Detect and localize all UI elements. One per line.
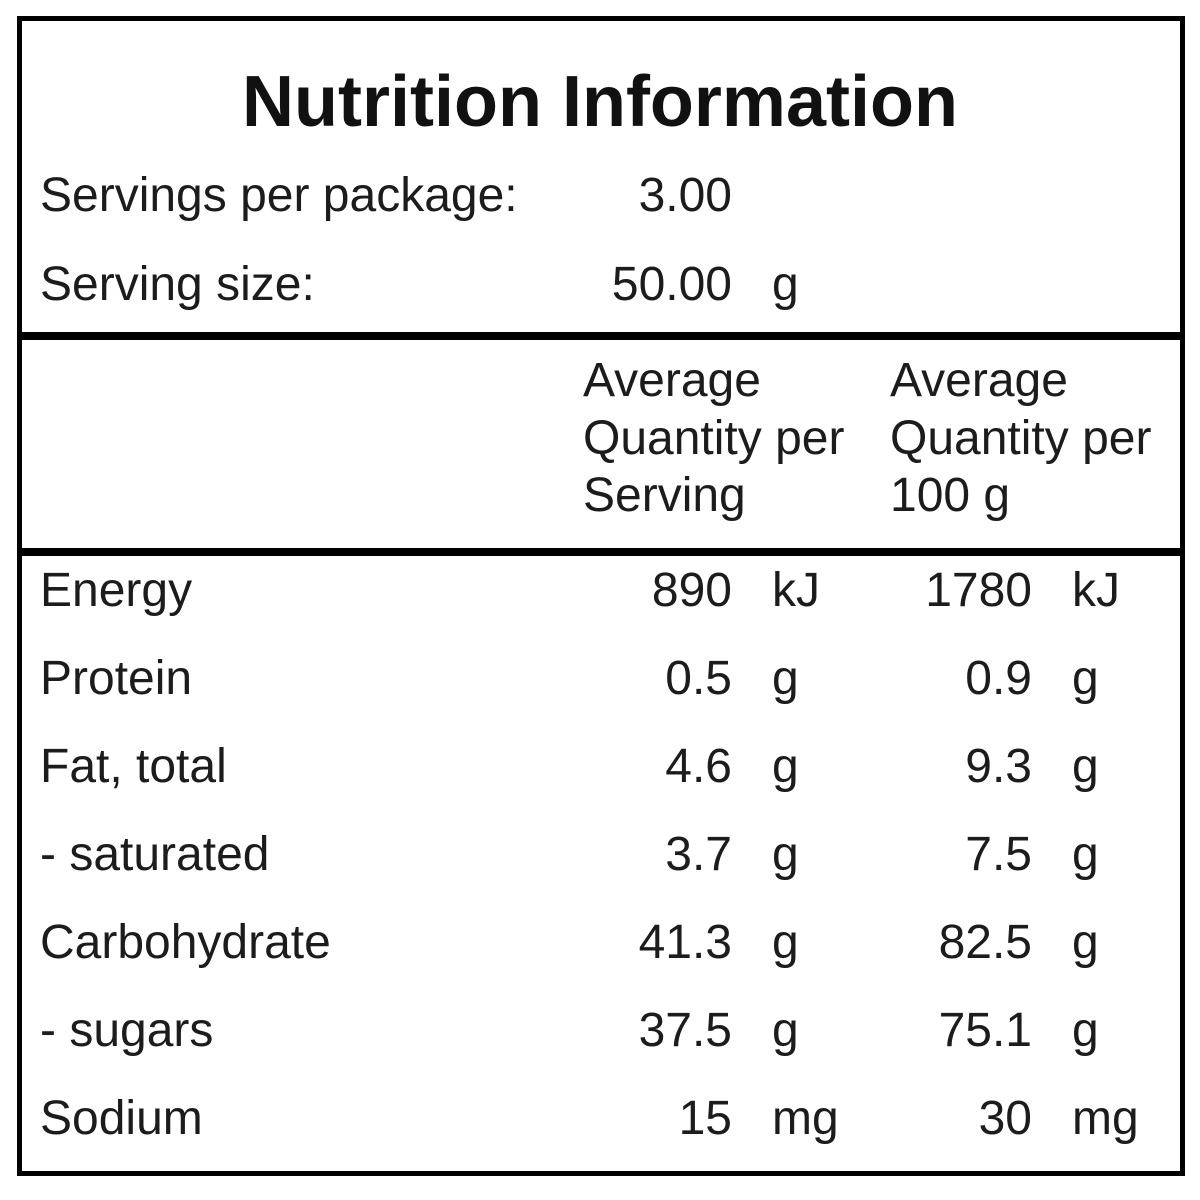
per-serving-unit: g xyxy=(772,1004,799,1057)
nutrient-label: Energy xyxy=(40,564,193,617)
nutrient-label: - sugars xyxy=(40,1004,214,1057)
per-serving-unit: mg xyxy=(772,1092,839,1145)
serving-size-value: 50.00 xyxy=(611,258,732,311)
per-100g-value: 0.9 xyxy=(965,652,1032,705)
divider xyxy=(22,332,1180,340)
per-100g-value: 30 xyxy=(978,1092,1032,1145)
per-100g-unit: g xyxy=(1072,828,1099,881)
per-100g-value: 75.1 xyxy=(938,1004,1032,1057)
per-serving-value: 4.6 xyxy=(665,740,732,793)
per-serving-value: 3.7 xyxy=(665,828,732,881)
per-serving-unit: g xyxy=(772,916,799,969)
header-line: Serving xyxy=(583,469,746,522)
serving-size-unit: g xyxy=(772,258,799,311)
nutrient-label: Carbohydrate xyxy=(40,916,331,969)
per-serving-unit: kJ xyxy=(772,564,820,617)
serving-size-label: Serving size: xyxy=(40,258,315,311)
servings-per-package-label: Servings per package: xyxy=(40,169,518,222)
per-100g-unit: g xyxy=(1072,652,1099,705)
per-serving-value: 15 xyxy=(678,1092,732,1145)
per-serving-value: 37.5 xyxy=(638,1004,732,1057)
per-serving-value: 0.5 xyxy=(665,652,732,705)
header-line: Average xyxy=(890,354,1068,407)
per-serving-unit: g xyxy=(772,740,799,793)
nutrient-label: - saturated xyxy=(40,828,270,881)
per-serving-unit: g xyxy=(772,652,799,705)
per-serving-value: 41.3 xyxy=(638,916,732,969)
per-serving-value: 890 xyxy=(651,564,732,617)
nutrient-label: Protein xyxy=(40,652,193,705)
per-100g-value: 82.5 xyxy=(938,916,1032,969)
nutrient-label: Fat, total xyxy=(40,740,227,793)
per-100g-unit: kJ xyxy=(1072,564,1120,617)
per-100g-value: 1780 xyxy=(925,564,1032,617)
nutrition-panel xyxy=(17,16,1185,1176)
divider xyxy=(22,548,1180,556)
header-line: Average xyxy=(583,354,761,407)
page-title: Nutrition Information xyxy=(242,62,958,142)
per-100g-unit: mg xyxy=(1072,1092,1139,1145)
per-100g-value: 9.3 xyxy=(965,740,1032,793)
nutrient-label: Sodium xyxy=(40,1092,203,1145)
per-100g-value: 7.5 xyxy=(965,828,1032,881)
servings-per-package-value: 3.00 xyxy=(638,169,732,222)
per-100g-unit: g xyxy=(1072,916,1099,969)
per-100g-unit: g xyxy=(1072,1004,1099,1057)
header-line: Quantity per xyxy=(583,412,845,465)
per-100g-unit: g xyxy=(1072,740,1099,793)
header-line: 100 g xyxy=(890,469,1011,522)
per-serving-unit: g xyxy=(772,828,799,881)
header-line: Quantity per xyxy=(890,412,1152,465)
